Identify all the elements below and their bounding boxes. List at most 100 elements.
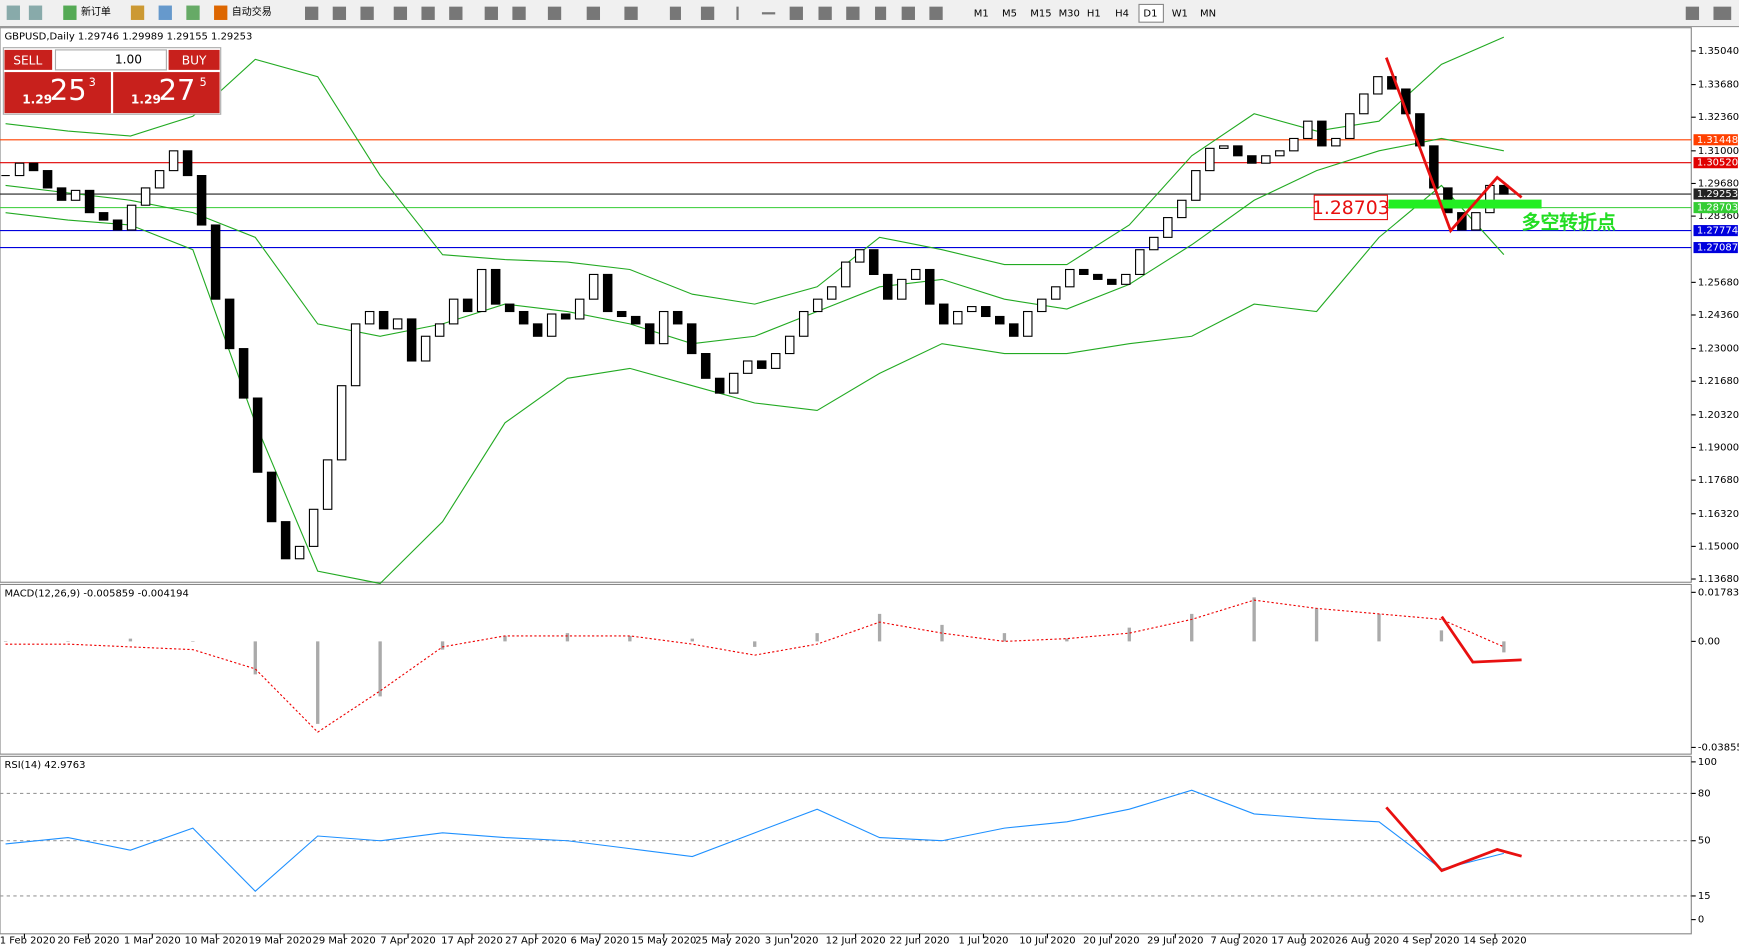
ask-pips[interactable]: 27 — [159, 73, 196, 107]
candle — [1275, 150, 1285, 157]
annotation-note: 多空转折点 — [1522, 210, 1616, 233]
icon[interactable] — [875, 6, 887, 20]
icon[interactable] — [669, 6, 681, 20]
level-tag — [1693, 188, 1738, 200]
period-button[interactable]: MN — [1200, 8, 1216, 19]
x-tick-label: 17 Apr 2020 — [441, 935, 503, 946]
bid-box[interactable] — [4, 72, 111, 114]
candle — [840, 261, 851, 288]
macd-panel — [0, 583, 1692, 755]
icon[interactable] — [547, 6, 562, 20]
icon[interactable] — [624, 6, 638, 20]
icon[interactable] — [586, 6, 601, 20]
y-tick-label: 80 — [1698, 788, 1711, 799]
ask-big[interactable]: 1.29 — [131, 92, 161, 106]
candle — [532, 323, 543, 337]
buy-label[interactable]: BUY — [182, 53, 207, 67]
buy-button[interactable] — [168, 49, 220, 70]
candle — [896, 278, 907, 300]
macd-bar — [253, 641, 257, 675]
search-icon[interactable] — [1685, 6, 1700, 20]
period-button[interactable]: M30 — [1059, 8, 1080, 19]
period-button[interactable]: W1 — [1172, 8, 1188, 19]
new-order[interactable]: 新订单 — [81, 5, 111, 18]
period-active[interactable] — [1138, 3, 1164, 23]
macd-bar — [128, 638, 133, 642]
sell-label[interactable]: SELL — [13, 53, 42, 67]
icon[interactable] — [512, 6, 526, 20]
macd-chart: 0.017833 0.00 -0.038559 — [3, 587, 1739, 753]
macd-bar — [1314, 608, 1319, 642]
ask-box[interactable] — [113, 72, 220, 114]
sell-button[interactable] — [4, 49, 53, 70]
icon[interactable] — [305, 6, 319, 20]
macd-bar — [1502, 641, 1506, 653]
icon[interactable] — [846, 6, 860, 20]
y-tick-label: 100 — [1698, 757, 1717, 768]
icon[interactable] — [789, 6, 803, 20]
icon[interactable] — [6, 5, 20, 20]
icon[interactable] — [360, 6, 374, 20]
candle — [56, 187, 67, 201]
candle — [1135, 249, 1145, 276]
y-tick-label: 1.21680 — [1698, 376, 1739, 387]
candle — [84, 189, 95, 214]
candle — [350, 323, 361, 387]
icon[interactable] — [901, 6, 915, 20]
y-tick-label: 1.32360 — [1698, 112, 1739, 123]
x-tick-label: 4 Sep 2020 — [1403, 935, 1460, 946]
auto-trade-icon[interactable] — [214, 5, 228, 20]
y-tick-label: -0.038559 — [1698, 742, 1739, 753]
x-tick-label: 29 Jul 2020 — [1147, 935, 1203, 946]
period-button[interactable]: H1 — [1087, 8, 1101, 19]
annotation-price: 1.28703 — [1312, 198, 1390, 219]
new-order-icon[interactable] — [63, 5, 77, 20]
icon[interactable] — [449, 6, 463, 20]
icon[interactable] — [929, 6, 943, 20]
ask-frac[interactable]: 5 — [200, 76, 207, 89]
bid-pips[interactable]: 25 — [50, 73, 87, 107]
x-tick-label: 6 May 2020 — [571, 935, 630, 946]
icon[interactable] — [700, 6, 715, 20]
macd-arrow — [1440, 615, 1522, 664]
period-button[interactable]: H4 — [1115, 8, 1129, 19]
lot-value[interactable]: 1.00 — [115, 52, 142, 66]
icon[interactable] — [130, 5, 145, 20]
icon[interactable] — [28, 5, 43, 20]
candle — [574, 298, 585, 320]
icon[interactable] — [484, 6, 498, 20]
candle — [364, 310, 375, 325]
auto-trade[interactable]: 自动交易 — [232, 5, 272, 18]
candle — [308, 508, 319, 547]
candle — [686, 323, 697, 355]
lot-input[interactable] — [54, 49, 167, 71]
chat-icon[interactable] — [1713, 6, 1732, 20]
icon[interactable] — [332, 6, 347, 20]
macd-bar — [753, 641, 757, 647]
x-tick-label: 10 Jul 2020 — [1019, 935, 1075, 946]
icon[interactable] — [818, 6, 832, 20]
y-tick-label: 1.28360 — [1698, 211, 1739, 222]
bid-big[interactable]: 1.29 — [22, 92, 52, 106]
bid-frac[interactable]: 3 — [89, 76, 96, 89]
period-button[interactable]: M5 — [1002, 8, 1017, 19]
period-button[interactable]: M15 — [1030, 8, 1051, 19]
icon[interactable] — [421, 6, 435, 20]
candle — [210, 224, 221, 300]
candle — [294, 545, 305, 560]
x-tick-label: 12 Jun 2020 — [826, 935, 886, 946]
icon[interactable] — [186, 5, 200, 20]
candle — [238, 348, 249, 399]
icon[interactable] — [393, 6, 408, 20]
candle — [28, 162, 39, 172]
icon[interactable] — [736, 6, 739, 20]
candle — [98, 212, 109, 221]
candle — [168, 150, 179, 172]
icon[interactable] — [761, 12, 776, 15]
period-button[interactable]: D1 — [1143, 8, 1157, 19]
candle — [938, 303, 949, 325]
y-tick-label: 15 — [1698, 891, 1711, 902]
period-button[interactable]: M1 — [974, 8, 989, 19]
icon[interactable] — [158, 5, 172, 20]
